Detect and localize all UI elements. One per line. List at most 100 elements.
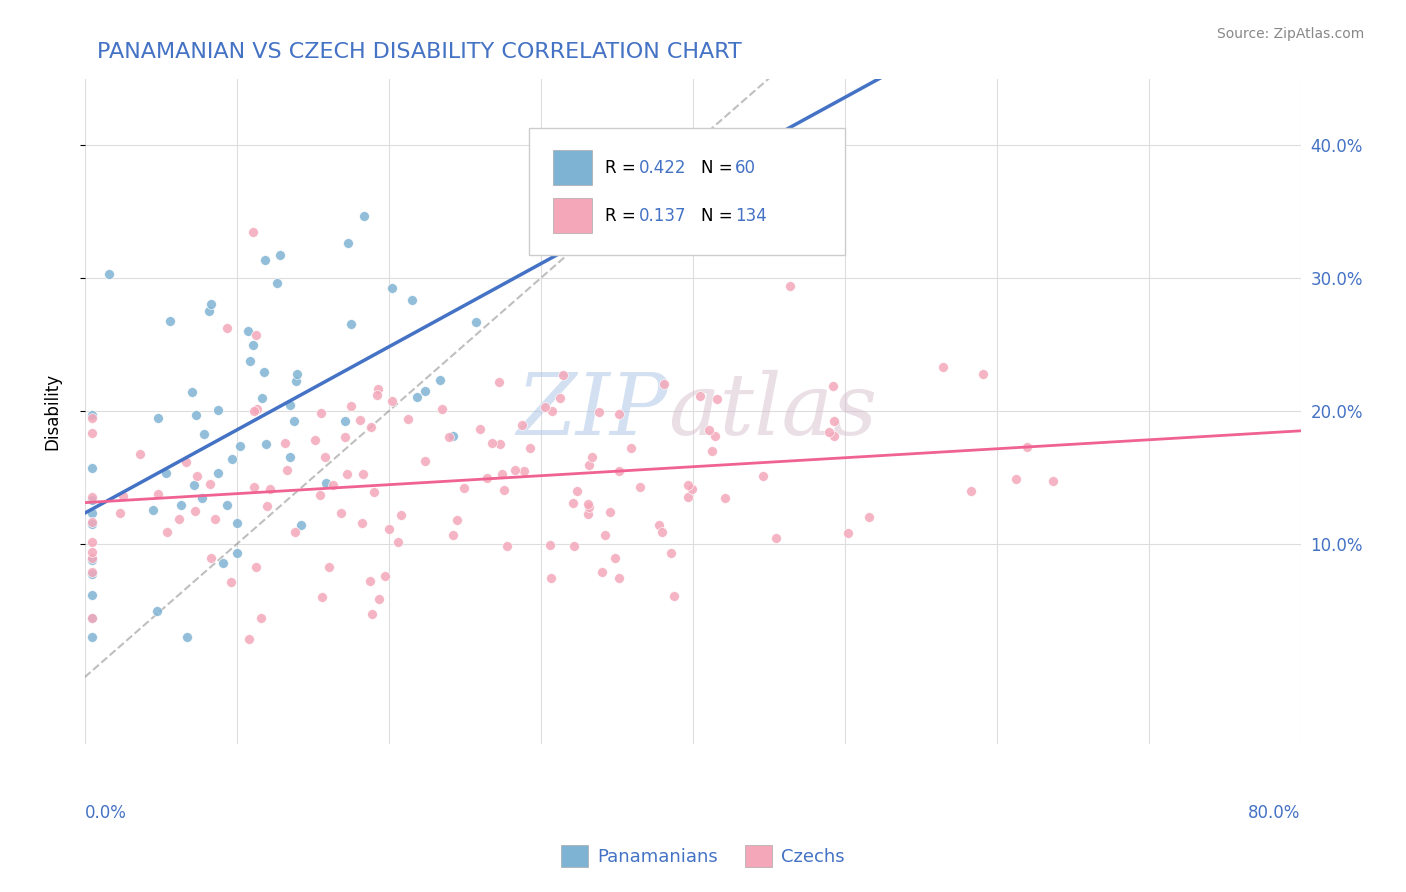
Point [702, 444, 724, 458]
Point [254, 437, 277, 451]
Point [565, 483, 588, 498]
Point [468, 422, 491, 436]
Point [578, 500, 600, 514]
Text: Source: ZipAtlas.com: Source: ZipAtlas.com [1216, 27, 1364, 41]
Point [112, 490, 135, 504]
Point [82, 506, 104, 520]
Text: 0.422: 0.422 [640, 159, 686, 177]
Point [198, 303, 221, 318]
Point [481, 436, 503, 450]
Point [858, 510, 880, 524]
Point [284, 374, 307, 388]
Point [533, 401, 555, 415]
Point [652, 376, 675, 391]
Point [204, 512, 226, 526]
Point [82, 551, 104, 566]
Point [146, 411, 169, 425]
Point [359, 574, 381, 588]
Text: 134: 134 [735, 207, 768, 225]
Text: R =: R = [605, 207, 641, 225]
Text: N =: N = [702, 207, 738, 225]
Point [441, 528, 464, 542]
Point [540, 571, 562, 585]
Point [475, 470, 498, 484]
Point [361, 607, 384, 621]
Point [352, 467, 374, 482]
Point [243, 480, 266, 494]
Point [82, 630, 104, 644]
Point [186, 468, 208, 483]
Text: 80.0%: 80.0% [1249, 804, 1301, 822]
Point [505, 463, 527, 477]
Point [823, 429, 845, 443]
Point [207, 402, 229, 417]
Point [242, 337, 264, 351]
Point [519, 442, 541, 456]
Point [183, 478, 205, 492]
Point [82, 566, 104, 581]
Point [309, 406, 332, 420]
Point [239, 354, 262, 368]
Point [491, 467, 513, 481]
Point [229, 439, 252, 453]
Point [464, 315, 486, 329]
Point [215, 498, 238, 512]
Point [619, 442, 641, 456]
Point [437, 430, 460, 444]
Point [413, 384, 436, 399]
Point [689, 389, 711, 403]
Point [269, 248, 291, 262]
Point [959, 484, 981, 499]
Point [595, 528, 617, 542]
Point [562, 539, 585, 553]
Point [311, 590, 333, 604]
Point [333, 430, 356, 444]
Point [145, 604, 167, 618]
Point [588, 405, 610, 419]
Point [340, 399, 363, 413]
Legend: Panamanians, Czechs: Panamanians, Czechs [554, 838, 852, 874]
Point [314, 450, 336, 465]
Point [821, 378, 844, 392]
Point [280, 398, 302, 412]
Point [664, 589, 686, 603]
Point [336, 467, 359, 481]
Point [322, 477, 344, 491]
Point [607, 464, 630, 478]
Point [184, 408, 207, 422]
Point [441, 428, 464, 442]
Point [548, 391, 571, 405]
Point [349, 412, 371, 426]
Point [446, 513, 468, 527]
Point [837, 526, 859, 541]
Point [765, 531, 787, 545]
Y-axis label: Disability: Disability [44, 373, 60, 450]
Point [817, 425, 839, 440]
Point [82, 611, 104, 625]
Point [290, 517, 312, 532]
Point [576, 508, 599, 522]
Point [217, 321, 239, 335]
Point [155, 466, 177, 480]
Point [488, 376, 510, 390]
Point [607, 571, 630, 585]
Point [82, 566, 104, 580]
Point [823, 414, 845, 428]
Point [238, 632, 260, 646]
Point [401, 293, 423, 308]
Point [285, 368, 308, 382]
Point [576, 497, 599, 511]
Point [678, 478, 700, 492]
Point [972, 367, 994, 381]
Point [274, 436, 297, 450]
Point [82, 553, 104, 567]
Point [250, 391, 273, 405]
Point [651, 524, 673, 539]
Point [377, 522, 399, 536]
Point [581, 450, 603, 464]
Point [225, 546, 247, 560]
Point [82, 535, 104, 549]
Point [648, 517, 671, 532]
Point [333, 414, 356, 428]
Point [363, 484, 385, 499]
